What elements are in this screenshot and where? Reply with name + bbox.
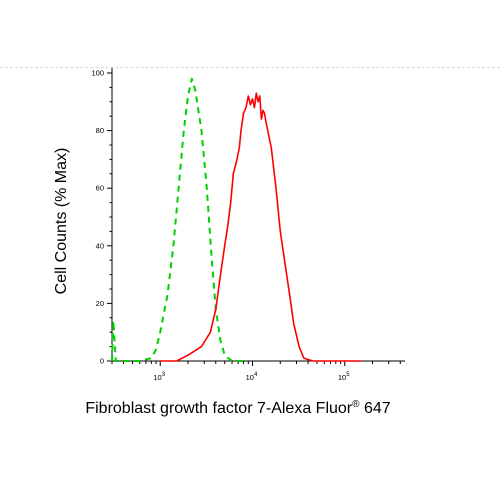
y-tick-label: 60 <box>96 184 104 193</box>
x-axis-label-main: Fibroblast growth factor 7-Alexa Fluor <box>85 400 352 417</box>
y-tick-label: 80 <box>96 126 104 135</box>
page-divider <box>0 67 500 68</box>
axes <box>111 68 405 362</box>
y-tick-label: 100 <box>91 69 104 78</box>
y-ticks: 0 20 40 60 80 100 <box>91 69 112 366</box>
y-tick-label: 0 <box>100 357 104 366</box>
series-group <box>111 77 361 362</box>
registered-mark: ® <box>352 399 360 410</box>
x-tick-label: 104 <box>246 372 258 382</box>
x-axis-label: Fibroblast growth factor 7-Alexa Fluor® … <box>85 399 390 417</box>
y-tick-label: 20 <box>96 299 104 308</box>
x-tick-label: 103 <box>153 372 165 382</box>
x-axis-label-tail: 647 <box>360 400 391 417</box>
y-axis-label: Cell Counts (% Max) <box>53 148 70 295</box>
control-histogram-line <box>111 77 244 362</box>
y-tick-label: 40 <box>96 241 104 250</box>
x-ticks: 103 104 105 <box>111 361 401 382</box>
sample-histogram-line <box>160 92 361 362</box>
x-tick-label: 105 <box>338 372 350 382</box>
